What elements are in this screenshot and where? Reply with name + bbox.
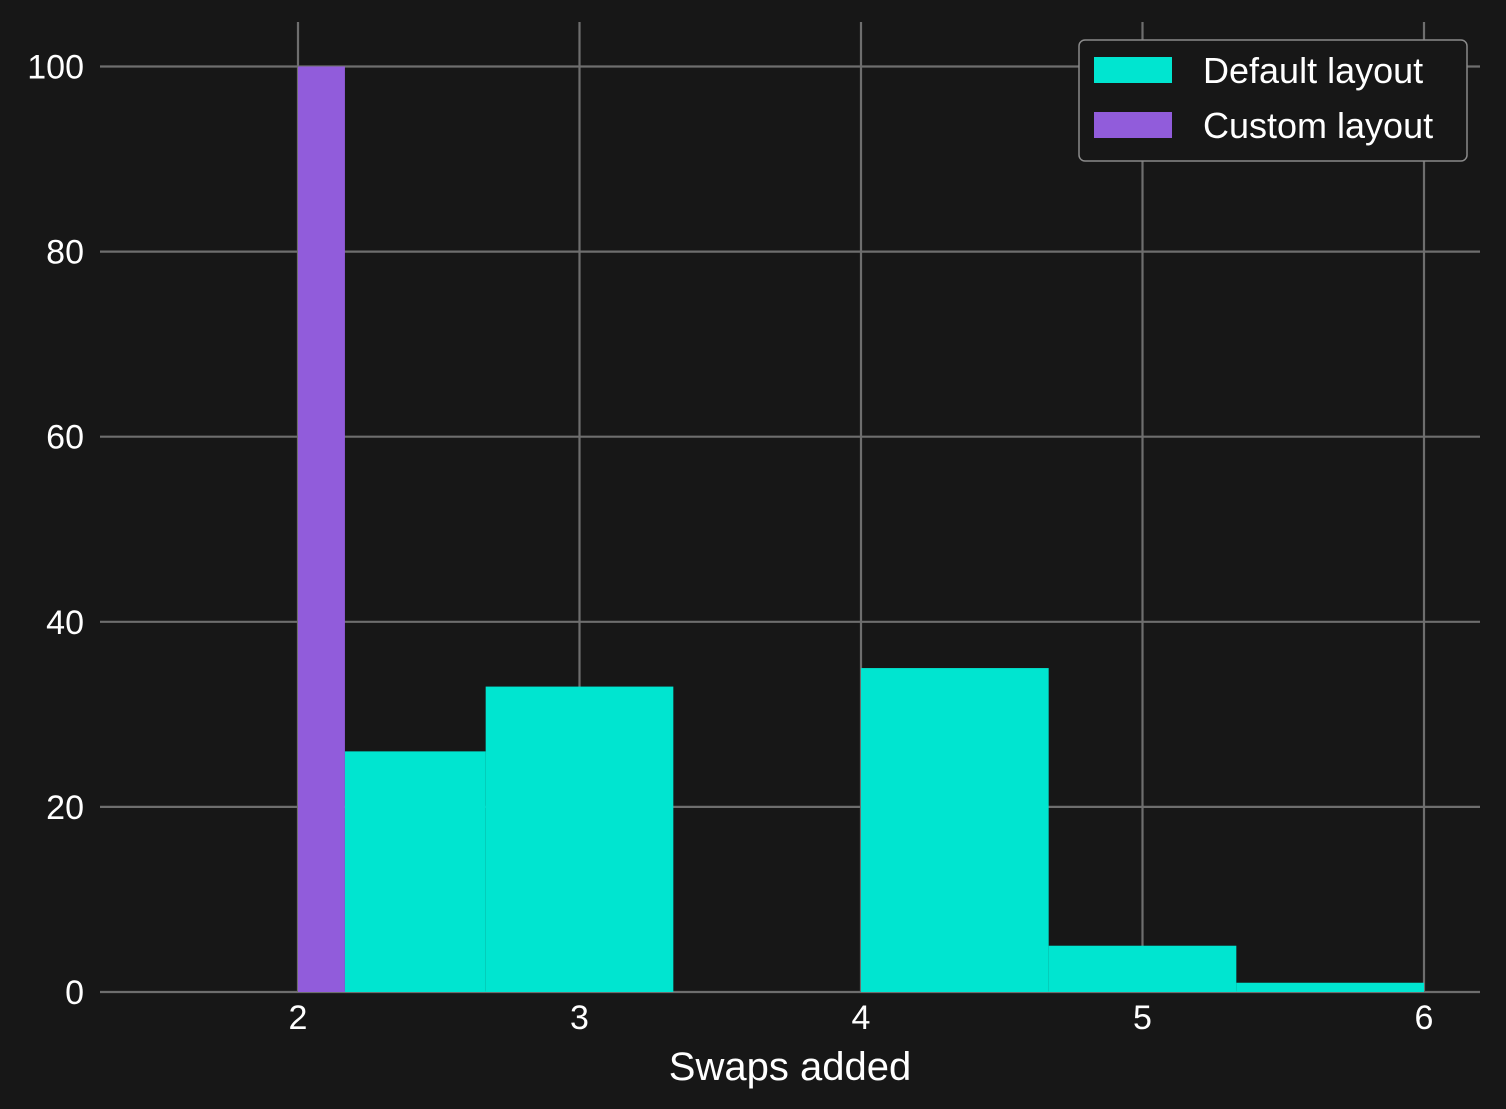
y-tick-label-60: 60 bbox=[46, 419, 84, 457]
x-tick-label-3: 3 bbox=[570, 999, 589, 1037]
y-tick-label-100: 100 bbox=[27, 49, 84, 87]
y-tick-label-0: 0 bbox=[65, 974, 84, 1012]
bar-default-layout-0 bbox=[344, 751, 486, 992]
bar-default-layout-3 bbox=[861, 668, 1049, 992]
x-tick-labels: 2 3 4 5 6 bbox=[289, 999, 1434, 1037]
x-tick-label-5: 5 bbox=[1133, 999, 1152, 1037]
y-tick-label-20: 20 bbox=[46, 789, 84, 827]
bar-custom-layout-0 bbox=[298, 66, 345, 992]
bar-default-layout-1 bbox=[485, 686, 674, 992]
legend-swatch-custom-layout bbox=[1094, 112, 1172, 138]
bar-default-layout-4 bbox=[1048, 945, 1237, 992]
x-tick-label-2: 2 bbox=[289, 999, 308, 1037]
legend-swatch-default-layout bbox=[1094, 57, 1172, 83]
legend: Default layout Custom layout bbox=[1078, 39, 1468, 162]
x-tick-label-6: 6 bbox=[1415, 999, 1434, 1037]
bars bbox=[298, 66, 1424, 992]
y-tick-labels: 0 20 40 60 80 100 bbox=[27, 49, 84, 1013]
y-tick-label-40: 40 bbox=[46, 604, 84, 642]
x-axis-title: Swaps added bbox=[669, 1045, 911, 1089]
legend-box bbox=[1078, 39, 1468, 162]
legend-label-custom-layout: Custom layout bbox=[1203, 105, 1433, 146]
y-tick-label-80: 80 bbox=[46, 234, 84, 272]
bar-default-layout-5 bbox=[1236, 982, 1424, 992]
legend-label-default-layout: Default layout bbox=[1203, 50, 1423, 91]
x-tick-label-4: 4 bbox=[852, 999, 871, 1037]
